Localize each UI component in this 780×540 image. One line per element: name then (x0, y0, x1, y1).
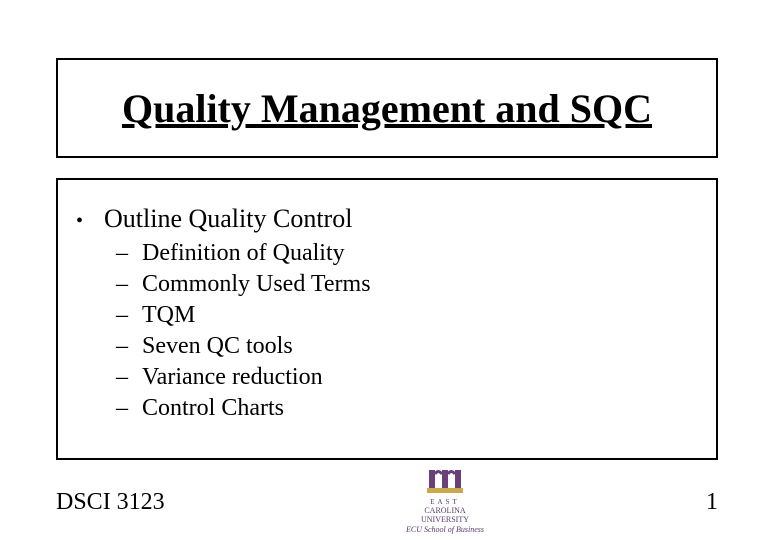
dash-icon: – (116, 395, 142, 422)
slide-title: Quality Management and SQC (122, 85, 652, 132)
outline-item-text: Variance reduction (142, 364, 323, 391)
outline-item-text: Commonly Used Terms (142, 271, 371, 298)
outline-item: – Variance reduction (116, 364, 698, 391)
outline-item: – TQM (116, 302, 698, 329)
bullet-icon: • (76, 208, 104, 234)
dash-icon: – (116, 302, 142, 329)
outline-item-text: TQM (142, 302, 195, 329)
dash-icon: – (116, 240, 142, 267)
body-box: • Outline Quality Control – Definition o… (56, 178, 718, 460)
outline-item-text: Seven QC tools (142, 333, 293, 360)
logo-line4: ECU School of Business (390, 525, 500, 534)
outline-heading-line: • Outline Quality Control (76, 204, 698, 234)
outline-item: – Seven QC tools (116, 333, 698, 360)
outline-item-text: Control Charts (142, 395, 284, 422)
outline-item: – Definition of Quality (116, 240, 698, 267)
outline-item-text: Definition of Quality (142, 240, 345, 267)
page-number: 1 (706, 489, 718, 516)
outline-item: – Control Charts (116, 395, 698, 422)
outline-heading: Outline Quality Control (104, 204, 352, 234)
dash-icon: – (116, 364, 142, 391)
dash-icon: – (116, 333, 142, 360)
dash-icon: – (116, 271, 142, 298)
footer: DSCI 3123 1 (56, 489, 718, 516)
title-box: Quality Management and SQC (56, 58, 718, 158)
logo-line3: UNIVERSITY (390, 515, 500, 524)
course-code: DSCI 3123 (56, 489, 165, 516)
outline-item: – Commonly Used Terms (116, 271, 698, 298)
